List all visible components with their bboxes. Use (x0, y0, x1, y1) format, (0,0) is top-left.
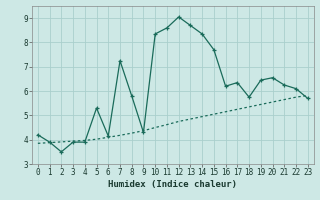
X-axis label: Humidex (Indice chaleur): Humidex (Indice chaleur) (108, 180, 237, 189)
